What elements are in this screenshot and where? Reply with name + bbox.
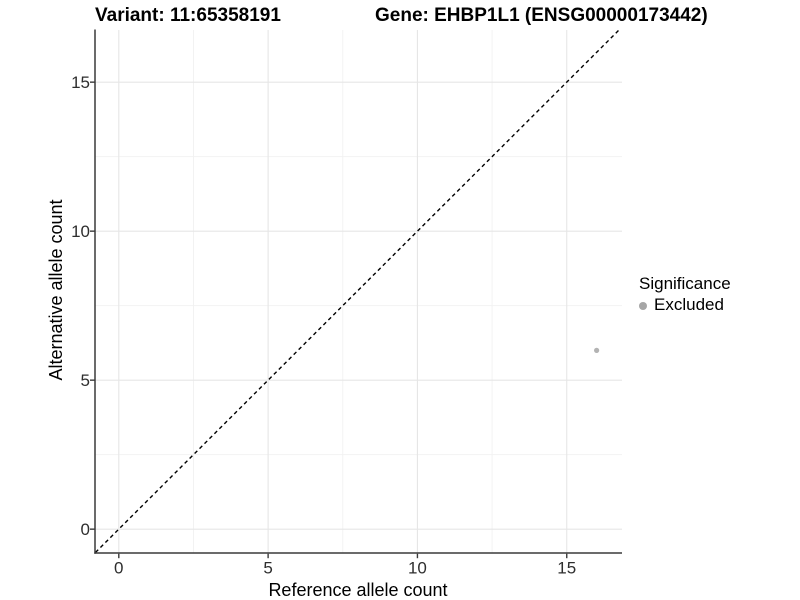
data-point xyxy=(594,347,600,353)
x-tick-label: 10 xyxy=(408,559,427,578)
identity-line xyxy=(95,29,620,553)
y-axis-title: Alternative allele count xyxy=(46,199,66,381)
x-tick-label: 15 xyxy=(557,559,576,578)
y-tick-label: 5 xyxy=(81,371,90,390)
legend-item-excluded: Excluded xyxy=(639,295,731,315)
y-tick-label: 15 xyxy=(71,73,90,92)
legend-title: Significance xyxy=(639,274,731,293)
gene-title: Gene: EHBP1L1 (ENSG00000173442) xyxy=(375,5,708,26)
variant-title: Variant: 11:65358191 xyxy=(95,5,281,26)
legend-key-point-icon xyxy=(639,301,647,310)
legend-item-label: Excluded xyxy=(654,295,724,315)
y-tick-label: 10 xyxy=(71,222,90,241)
legend: Significance Excluded xyxy=(639,274,731,316)
x-tick-label: 0 xyxy=(114,559,123,578)
x-axis-title: Reference allele count xyxy=(268,580,448,600)
y-tick-label: 0 xyxy=(81,520,90,539)
x-tick-label: 5 xyxy=(263,559,272,578)
